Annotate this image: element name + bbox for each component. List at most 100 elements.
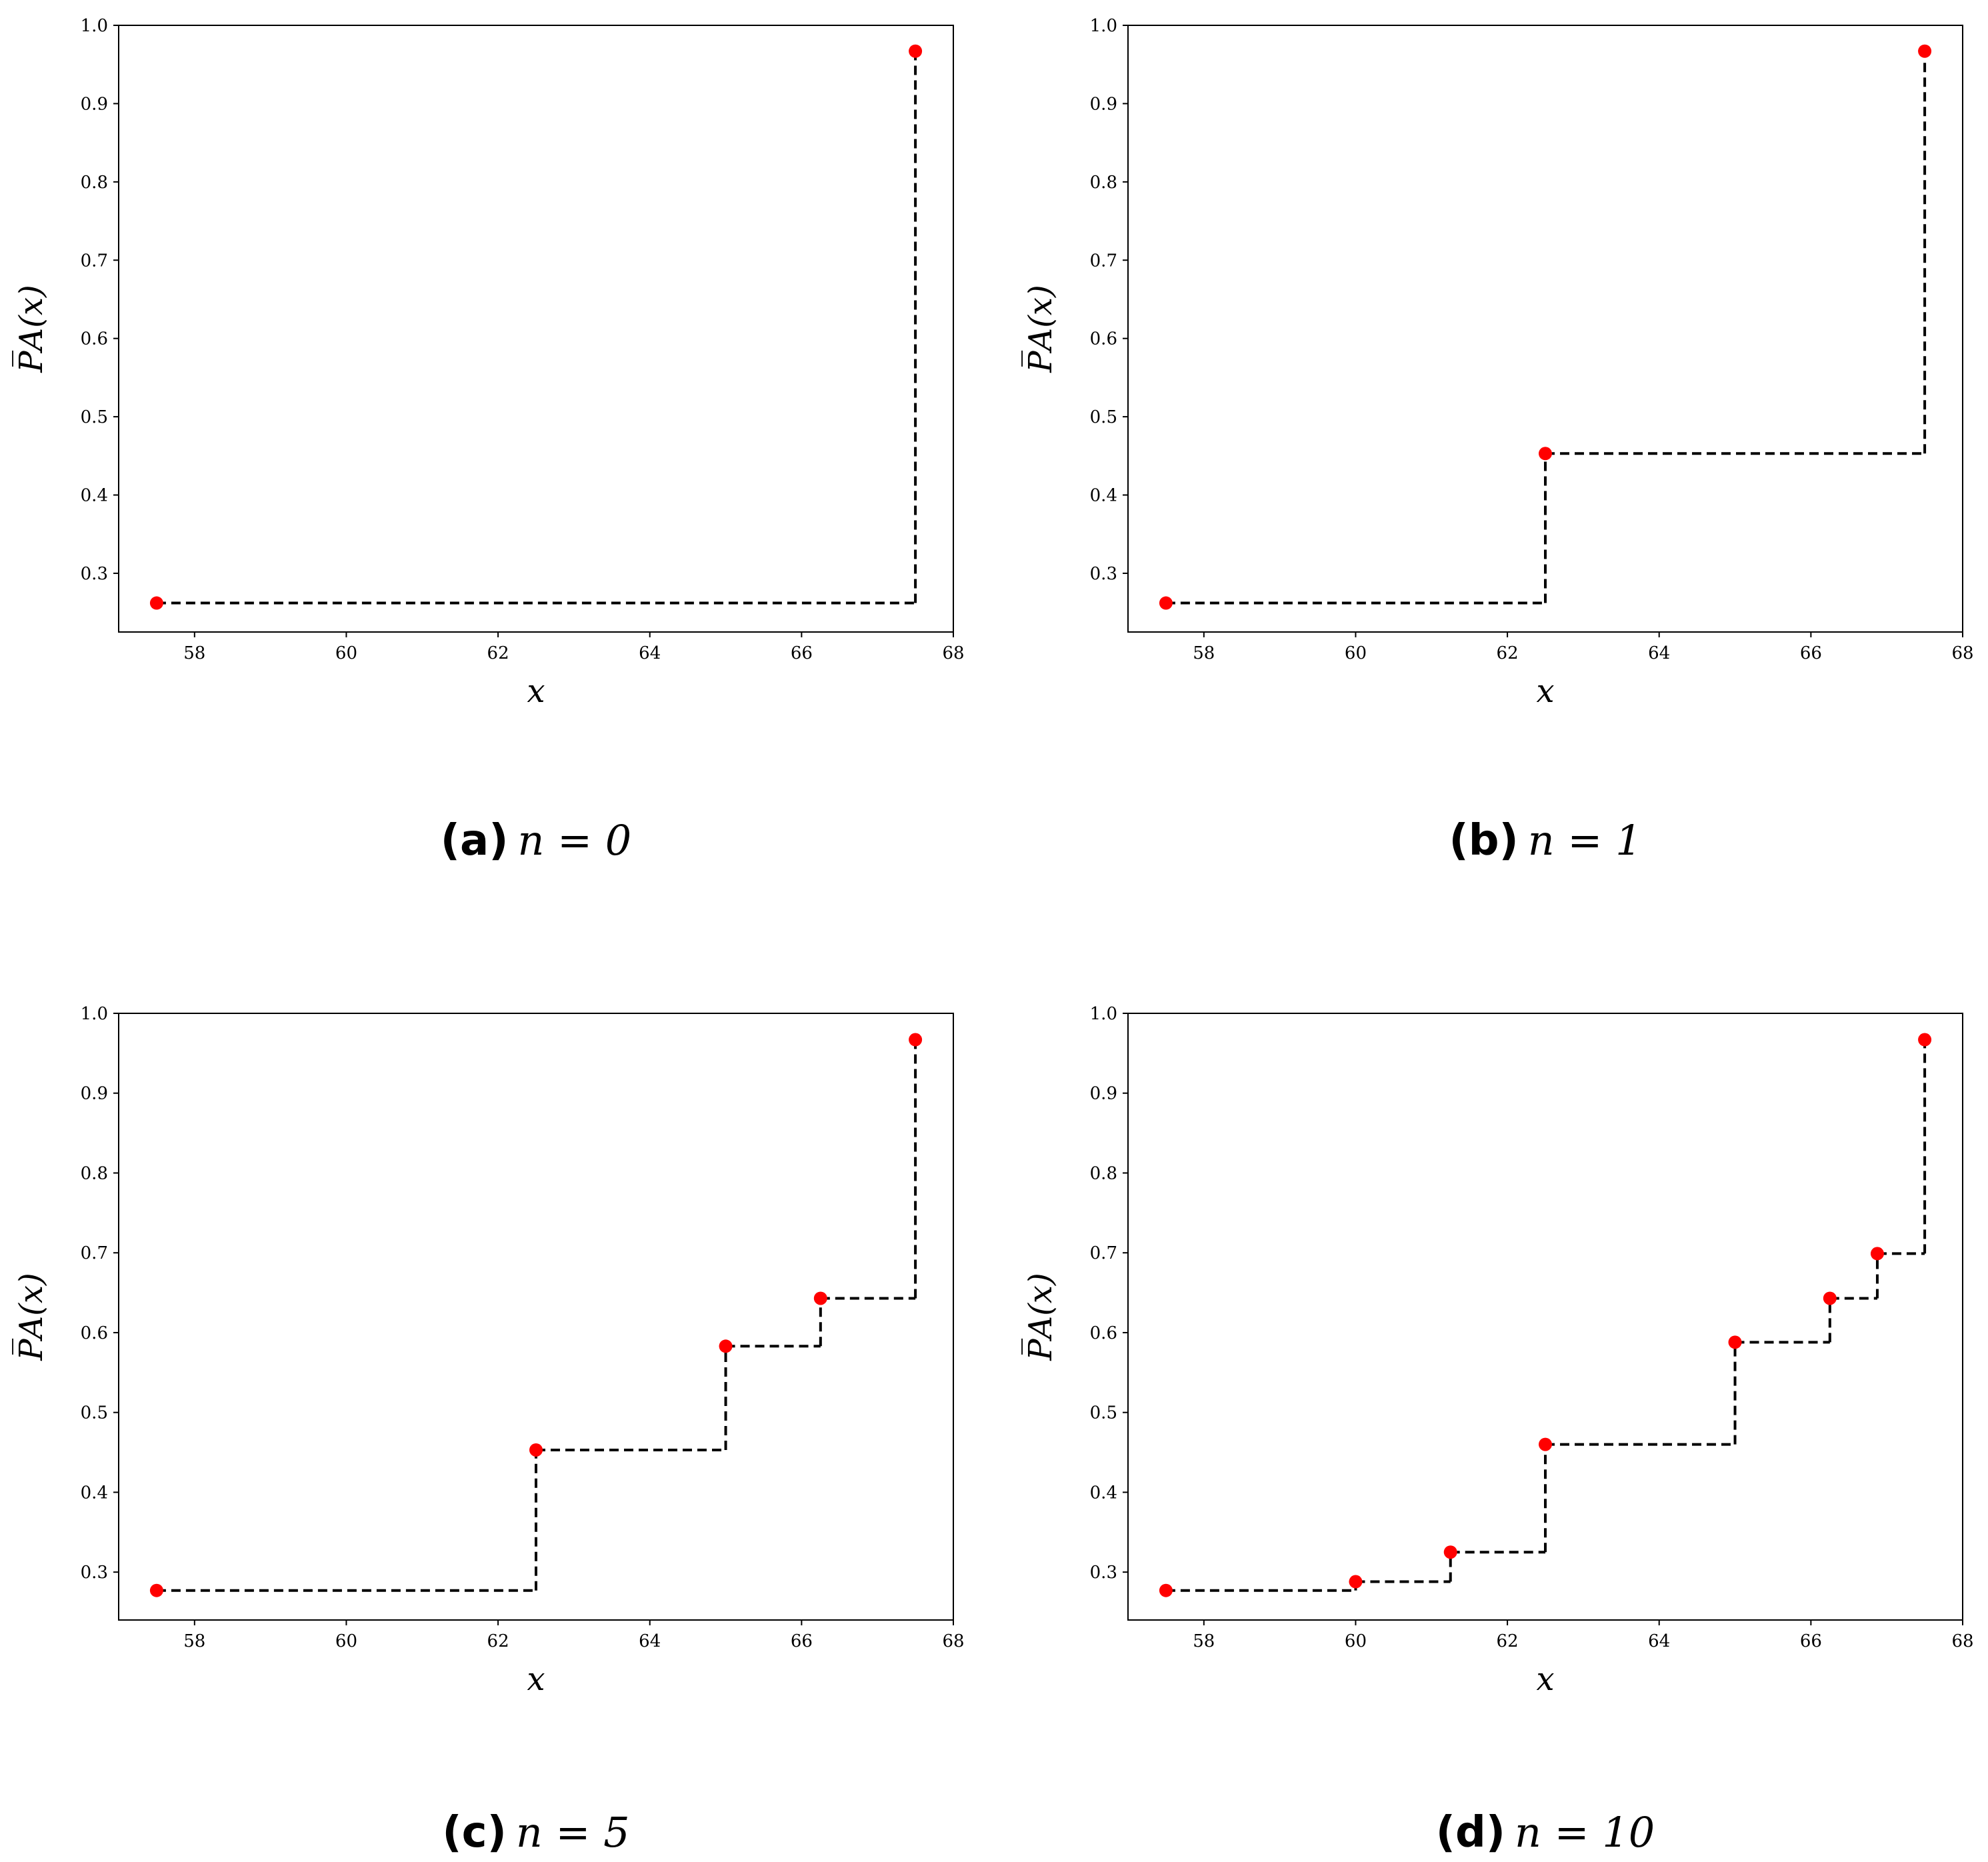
y-tick-label: 1.0 (81, 1004, 108, 1024)
plot-frame (118, 1013, 954, 1621)
x-axis-label: x (527, 673, 545, 710)
figure-caption: (c) n = 5 (442, 1808, 629, 1857)
data-point (1349, 1575, 1363, 1589)
caption-label: (a) (441, 816, 509, 865)
y-tick-label: 1.0 (1090, 16, 1117, 36)
y-tick-label: 0.8 (1090, 173, 1117, 193)
x-tick-label: 62 (487, 643, 509, 663)
figure-caption: (b) n = 1 (1449, 816, 1641, 865)
data-point (1823, 1291, 1837, 1305)
y-tick-label: 0.6 (81, 1323, 108, 1343)
data-point (1443, 1545, 1457, 1559)
y-tick-label: 0.8 (81, 1163, 108, 1183)
y-tick-label: 0.5 (81, 1403, 108, 1423)
x-tick-label: 68 (942, 643, 964, 663)
figure-caption: (d) n = 10 (1436, 1808, 1655, 1857)
x-tick-label: 66 (1800, 643, 1822, 663)
x-tick-label: 64 (1648, 1631, 1670, 1651)
y-tick-label: 0.7 (81, 251, 108, 271)
y-tick-label: 0.8 (81, 173, 108, 193)
y-tick-label: 0.9 (81, 1084, 108, 1104)
x-axis-label: x (527, 1661, 545, 1698)
y-tick-label: 0.6 (81, 329, 108, 349)
x-tick-label: 62 (487, 1631, 509, 1651)
x-tick-label: 68 (1951, 643, 1973, 663)
caption-label: (c) (442, 1808, 506, 1857)
y-tick-label: 0.5 (1090, 1403, 1117, 1423)
plot-frame (1127, 25, 1963, 633)
x-tick-label: 68 (1951, 1631, 1973, 1651)
x-tick-label: 58 (1193, 1631, 1215, 1651)
data-point (719, 1339, 733, 1353)
data-point (1870, 1247, 1884, 1261)
x-tick-label: 58 (183, 1631, 205, 1651)
x-tick-label: 62 (1497, 1631, 1519, 1651)
y-tick-label: 0.4 (1090, 1483, 1117, 1503)
data-point (1539, 447, 1552, 461)
x-tick-label: 64 (639, 1631, 661, 1651)
data-point (1918, 44, 1932, 58)
caption-math: n = 1 (1528, 816, 1642, 865)
y-tick-label: 0.9 (1090, 94, 1117, 114)
data-point (1918, 1033, 1932, 1047)
x-axis-label: x (1536, 1661, 1554, 1698)
caption-label: (b) (1449, 816, 1518, 865)
y-tick-label: 0.6 (1090, 1323, 1117, 1343)
data-point (1539, 1437, 1552, 1451)
y-tick-label: 0.5 (1090, 407, 1117, 427)
x-tick-label: 66 (791, 643, 813, 663)
y-tick-label: 0.5 (81, 407, 108, 427)
data-point (1159, 596, 1173, 610)
y-tick-label: 0.3 (81, 1563, 108, 1583)
x-tick-label: 58 (183, 643, 205, 663)
data-point (813, 1291, 827, 1305)
y-axis-label: P̅A(x) (1021, 1273, 1059, 1361)
data-point (1728, 1335, 1742, 1349)
caption-label: (d) (1436, 1808, 1505, 1857)
data-point (909, 1033, 923, 1047)
x-tick-label: 62 (1497, 643, 1519, 663)
y-tick-label: 0.3 (1090, 1563, 1117, 1583)
y-tick-label: 0.8 (1090, 1163, 1117, 1183)
y-tick-label: 0.4 (81, 1483, 108, 1503)
caption-math: n = 10 (1515, 1808, 1655, 1857)
caption-math: n = 5 (516, 1808, 630, 1857)
y-tick-label: 0.7 (81, 1243, 108, 1263)
panel-c: 58 60 62 64 66 68 0.3 0.4 0.5 0.6 0.7 0.8 0.9 1.0 x P̅A… (11, 1004, 964, 1857)
x-tick-label: 60 (1345, 643, 1367, 663)
y-axis-label: P̅A(x) (1021, 285, 1059, 373)
y-tick-label: 1.0 (81, 16, 108, 36)
y-tick-label: 0.7 (1090, 251, 1117, 271)
x-tick-label: 68 (942, 1631, 964, 1651)
panel-d: 58 60 62 64 66 68 0.3 0.4 0.5 0.6 0.7 0.8 0.9 1.0 x P̅A… (1021, 1004, 1973, 1857)
plot-frame (118, 25, 954, 633)
panel-a: 58 60 62 64 66 68 0.3 0.4 0.5 0.6 0.7 0.8 0.9 1.0 x P̅A… (11, 16, 964, 865)
data-point (1159, 1583, 1173, 1597)
y-tick-label: 1.0 (1090, 1004, 1117, 1024)
y-tick-label: 0.4 (81, 486, 108, 506)
y-tick-label: 0.4 (1090, 486, 1117, 506)
data-point (909, 44, 923, 58)
y-axis-label: P̅A(x) (11, 1273, 50, 1361)
y-tick-label: 0.7 (1090, 1243, 1117, 1263)
y-tick-label: 0.6 (1090, 329, 1117, 349)
x-tick-label: 66 (1800, 1631, 1822, 1651)
x-tick-label: 60 (335, 1631, 357, 1651)
y-axis-label: P̅A(x) (11, 285, 50, 373)
x-axis-label: x (1536, 673, 1554, 710)
y-tick-label: 0.3 (81, 564, 108, 584)
x-tick-label: 64 (639, 643, 661, 663)
figure-caption: (a) n = 0 (441, 816, 631, 865)
panel-b: 58 60 62 64 66 68 0.3 0.4 0.5 0.6 0.7 0.8 0.9 1.0 x P̅A… (1021, 16, 1973, 865)
x-tick-label: 66 (791, 1631, 813, 1651)
plot-frame (1127, 1013, 1963, 1621)
y-tick-label: 0.9 (81, 94, 108, 114)
x-tick-label: 64 (1648, 643, 1670, 663)
data-point (149, 596, 163, 610)
x-tick-label: 60 (335, 643, 357, 663)
x-tick-label: 60 (1345, 1631, 1367, 1651)
data-point (529, 1443, 543, 1457)
caption-math: n = 0 (517, 816, 631, 865)
x-tick-label: 58 (1193, 643, 1215, 663)
